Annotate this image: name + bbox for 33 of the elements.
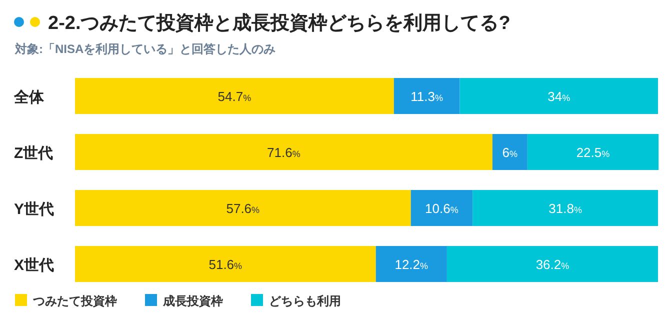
data-label: 51.6% [208, 257, 242, 272]
bar [446, 246, 658, 282]
y-tick-label: Y世代 [14, 201, 54, 218]
data-label: 34% [548, 89, 570, 104]
data-label: 10.6% [425, 201, 458, 216]
legend-label: 成長投資枠 [162, 294, 223, 308]
data-label: 71.6% [267, 145, 300, 160]
y-tick-label: Z世代 [14, 145, 54, 162]
bar [410, 190, 473, 226]
data-label: 11.3% [410, 89, 444, 104]
data-label: 6% [502, 145, 518, 160]
data-label: 36.2% [536, 257, 570, 272]
y-tick-label: 全体 [13, 89, 45, 106]
bar [75, 190, 411, 226]
legend-label: つみたて投資枠 [32, 294, 117, 308]
bar [472, 190, 658, 226]
data-label: 31.8% [548, 201, 582, 216]
legend-label: どちらも利用 [269, 294, 341, 308]
data-label: 22.5% [576, 145, 610, 160]
y-tick-label: X世代 [14, 257, 54, 274]
data-label: 57.6% [226, 201, 260, 216]
bar [394, 78, 460, 114]
bar [75, 246, 376, 282]
bar [75, 134, 492, 170]
chart-title: 2-2.つみたて投資枠と成長投資枠どちらを利用してる? [48, 12, 510, 34]
bar [527, 134, 659, 170]
data-label: 54.7% [218, 89, 252, 104]
bar [460, 78, 658, 114]
bar [376, 246, 447, 282]
bar [492, 134, 528, 170]
data-label: 12.2% [394, 257, 428, 272]
bar [75, 78, 394, 114]
chart-subtitle: 対象:「NISAを利用している」と回答した人のみ [14, 42, 276, 56]
